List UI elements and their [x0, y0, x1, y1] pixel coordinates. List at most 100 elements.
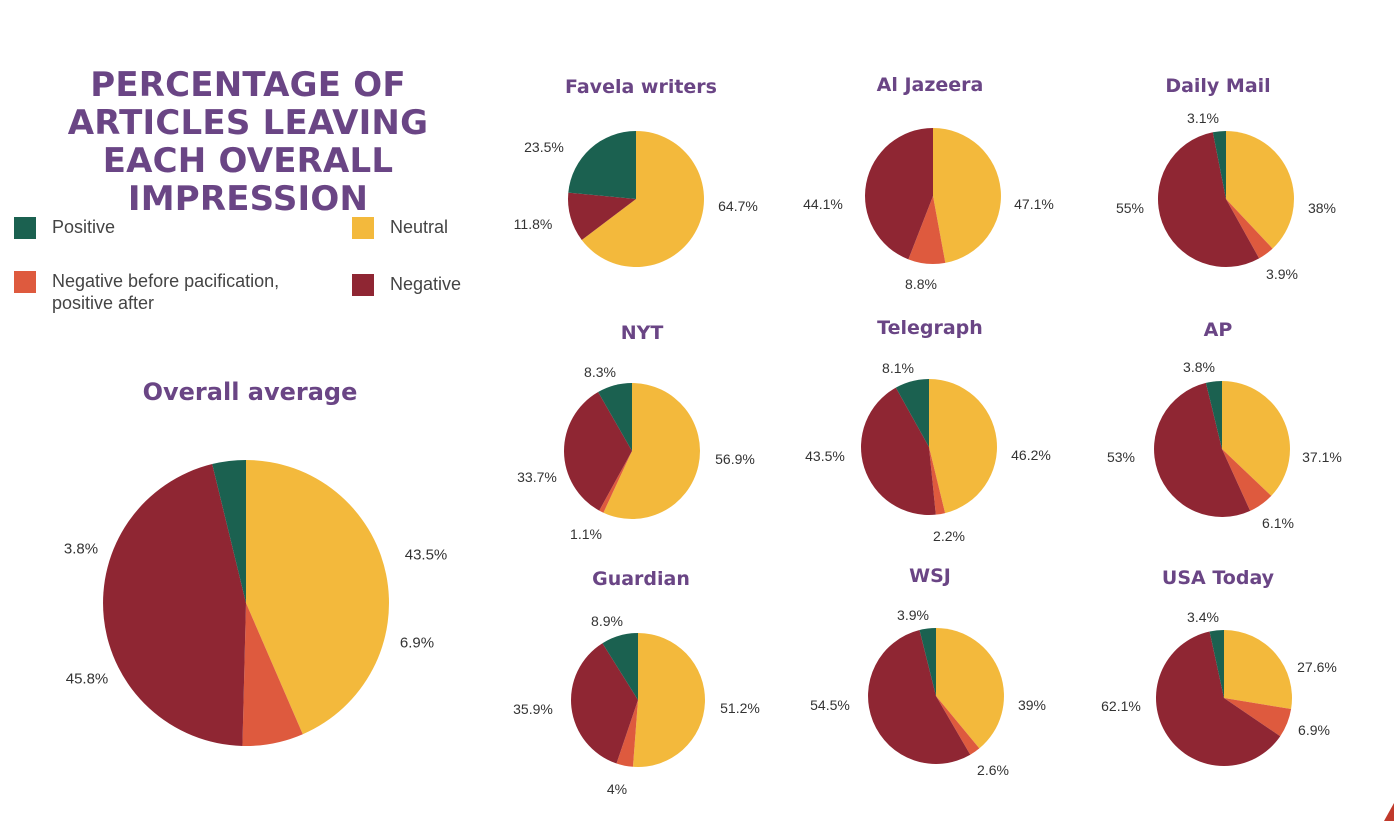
data-label-usa-today-negative: 62.1% — [1101, 698, 1141, 714]
data-label-usa-today-neutral: 27.6% — [1297, 659, 1337, 675]
pie-slice-daily-mail-positive — [1212, 131, 1226, 199]
pie-slice-wsj-negbefore — [936, 696, 980, 755]
data-label-favela-writers-negative: 11.8% — [513, 216, 553, 232]
data-label-usa-today-positive: 3.4% — [1187, 609, 1219, 625]
pie-slice-overall-average-positive — [212, 460, 246, 603]
pie-slice-nyt-neutral — [603, 383, 700, 519]
pie-slice-guardian-positive — [602, 633, 638, 700]
pie-slice-ap-positive — [1205, 381, 1222, 449]
data-label-daily-mail-negative: 55% — [1115, 200, 1145, 216]
legend-swatch-neutral — [352, 217, 374, 239]
data-label-guardian-neutral: 51.2% — [720, 700, 760, 716]
data-label-wsj-negbefore: 2.6% — [977, 762, 1009, 778]
chart-title-al-jazeera: Al Jazeera — [876, 74, 984, 96]
data-label-telegraph-negative: 43.5% — [805, 448, 845, 464]
legend-swatch-positive — [14, 217, 36, 239]
data-label-al-jazeera-neutral: 47.1% — [1014, 196, 1054, 212]
legend-item-negative-before: Negative before pacification, positive a… — [14, 270, 304, 314]
chart-title-ap: AP — [1203, 319, 1233, 341]
corner-arrow-icon — [1384, 803, 1394, 821]
pie-slice-usa-today-neutral — [1224, 630, 1292, 710]
data-label-nyt-negative: 33.7% — [517, 469, 557, 485]
pie-slice-nyt-positive — [598, 383, 632, 451]
pie-slice-overall-average-negative — [103, 464, 246, 746]
chart-title-nyt: NYT — [620, 322, 664, 344]
pie-telegraph — [861, 379, 997, 516]
chart-title-guardian: Guardian — [592, 568, 690, 590]
pie-slice-daily-mail-negative — [1157, 132, 1260, 268]
pie-slice-telegraph-positive — [895, 379, 929, 447]
data-label-daily-mail-neutral: 38% — [1307, 200, 1337, 216]
data-label-guardian-negative: 35.9% — [513, 701, 553, 717]
pie-al-jazeera — [865, 128, 1001, 264]
data-label-wsj-positive: 3.9% — [897, 607, 929, 623]
chart-title-daily-mail: Daily Mail — [1165, 75, 1271, 97]
data-label-favela-writers-positive: 23.5% — [524, 139, 564, 155]
data-label-wsj-negative: 54.5% — [810, 697, 850, 713]
data-label-overall-average-positive: 3.8% — [63, 540, 99, 558]
pie-slice-usa-today-negative — [1155, 631, 1281, 767]
pie-slice-guardian-neutral — [632, 633, 705, 767]
data-label-telegraph-negbefore: 2.2% — [933, 528, 965, 544]
pie-slice-telegraph-neutral — [929, 379, 997, 514]
pie-slice-al-jazeera-negbefore — [908, 196, 946, 264]
legend-item-neutral: Neutral — [352, 216, 448, 239]
legend-swatch-negative-before — [14, 271, 36, 293]
legend-label-negative-before: Negative before pacification, positive a… — [52, 271, 280, 313]
pie-nyt — [563, 383, 700, 519]
pie-slice-nyt-negative — [563, 392, 632, 511]
pie-slice-nyt-negbefore — [599, 451, 632, 513]
pie-slice-overall-average-negbefore — [242, 603, 303, 746]
chart-title-telegraph: Telegraph — [877, 317, 983, 339]
pie-slice-wsj-negative — [868, 630, 971, 764]
data-label-daily-mail-negbefore: 3.9% — [1266, 266, 1298, 282]
pie-slice-al-jazeera-neutral — [933, 128, 1001, 263]
data-label-overall-average-negbefore: 6.9% — [399, 634, 435, 652]
legend-item-negative: Negative — [352, 273, 461, 296]
data-label-telegraph-positive: 8.1% — [882, 360, 914, 376]
legend-swatch-negative — [352, 274, 374, 296]
legend-label-negative: Negative — [390, 274, 462, 294]
pie-overall-average — [103, 460, 390, 746]
pie-favela-writers — [567, 131, 704, 267]
pie-slice-ap-negative — [1154, 382, 1251, 517]
pie-slice-daily-mail-negbefore — [1226, 199, 1273, 259]
pie-slice-telegraph-negbefore — [929, 447, 946, 515]
pie-slice-guardian-negbefore — [616, 700, 638, 767]
chart-title-usa-today: USA Today — [1161, 567, 1275, 589]
pie-slice-usa-today-positive — [1209, 630, 1224, 698]
data-label-daily-mail-positive: 3.1% — [1187, 110, 1219, 126]
data-label-favela-writers-neutral: 64.7% — [718, 198, 758, 214]
pie-slice-wsj-neutral — [936, 628, 1004, 749]
chart-title-overall-average: Overall average — [142, 378, 358, 406]
data-label-nyt-neutral: 56.9% — [715, 451, 755, 467]
pie-ap — [1154, 381, 1291, 517]
page-title: PERCENTAGE OF ARTICLES LEAVING EACH OVER… — [67, 65, 429, 219]
data-label-ap-negative: 53% — [1106, 449, 1136, 465]
data-label-ap-positive: 3.8% — [1183, 359, 1215, 375]
data-label-ap-neutral: 37.1% — [1302, 449, 1342, 465]
pie-daily-mail — [1157, 131, 1295, 268]
legend-label-positive: Positive — [52, 217, 116, 237]
pie-slice-guardian-negative — [571, 643, 638, 764]
data-label-overall-average-neutral: 43.5% — [404, 546, 448, 564]
pie-slice-daily-mail-neutral — [1226, 131, 1295, 249]
data-label-telegraph-neutral: 46.2% — [1011, 447, 1051, 463]
pie-slice-favela-writers-neutral — [581, 131, 704, 267]
pie-slice-ap-neutral — [1222, 381, 1291, 496]
data-label-wsj-neutral: 39% — [1017, 697, 1047, 713]
data-label-nyt-positive: 8.3% — [584, 364, 616, 380]
data-label-al-jazeera-negative: 44.1% — [803, 196, 843, 212]
data-label-usa-today-negbefore: 6.9% — [1298, 722, 1330, 738]
data-label-guardian-positive: 8.9% — [591, 613, 623, 629]
data-label-al-jazeera-negbefore: 8.8% — [905, 276, 937, 292]
pie-slice-telegraph-negative — [861, 387, 936, 516]
data-label-guardian-negbefore: 4% — [606, 781, 628, 797]
legend-label-neutral: Neutral — [390, 217, 449, 237]
pie-slice-favela-writers-positive — [568, 131, 636, 199]
pie-wsj — [868, 628, 1004, 764]
pie-slice-al-jazeera-negative — [865, 128, 933, 260]
pie-slice-overall-average-neutral — [246, 460, 390, 735]
pie-slice-usa-today-negbefore — [1224, 698, 1292, 737]
chart-title-favela-writers: Favela writers — [565, 76, 717, 98]
